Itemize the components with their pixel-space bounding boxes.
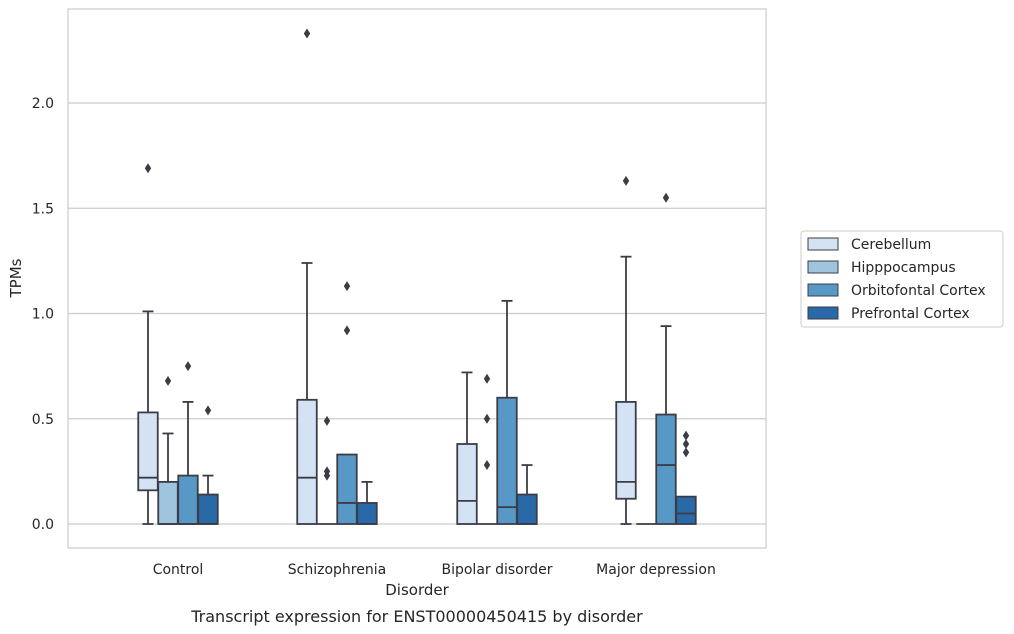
box — [356, 480, 378, 525]
chart-caption: Transcript expression for ENST0000045041… — [190, 607, 643, 626]
x-tick-labels: Control Schizophrenia Bipolar disorder Majo… — [153, 562, 716, 578]
box-body — [157, 480, 179, 525]
boxes-layer — [137, 28, 697, 525]
box-body — [655, 413, 677, 525]
box — [157, 375, 179, 525]
box — [336, 281, 358, 525]
outlier-point — [662, 192, 670, 203]
legend-frame — [800, 230, 1004, 328]
box — [456, 371, 478, 525]
outlier-point — [622, 175, 630, 186]
x-tick-label: Control — [153, 562, 204, 578]
box-body — [356, 502, 378, 525]
outlier-point — [682, 447, 690, 458]
box-body — [177, 474, 199, 525]
outlier-point — [164, 375, 172, 386]
legend-swatch — [807, 306, 839, 320]
box — [675, 430, 697, 525]
x-tick-label: Schizophrenia — [288, 562, 386, 578]
y-tick-labels: 0.0 0.5 1.0 1.5 2.0 — [32, 96, 54, 533]
outlier-point — [343, 281, 351, 292]
box — [317, 415, 337, 525]
outlier-point — [483, 413, 491, 424]
box-body — [197, 493, 219, 525]
outlier-point — [144, 163, 152, 174]
outlier-point — [682, 430, 690, 441]
box — [655, 192, 677, 525]
y-tick-label: 1.0 — [32, 307, 54, 323]
y-tick-label: 2.0 — [32, 96, 54, 112]
outlier-point — [483, 373, 491, 384]
box — [197, 405, 219, 525]
box-body — [336, 453, 358, 525]
legend-label: Cerebellum — [851, 237, 931, 253]
outlier-point — [483, 460, 491, 471]
legend-swatch — [807, 237, 839, 251]
box-body — [615, 401, 637, 500]
box — [137, 163, 159, 525]
y-tick-label: 1.5 — [32, 201, 54, 217]
box — [296, 28, 318, 525]
box-body — [675, 495, 697, 525]
outlier-point — [303, 28, 311, 39]
outlier-point — [682, 439, 690, 450]
box-body — [456, 443, 478, 525]
box — [615, 175, 637, 525]
legend: Cerebellum Hipppocampus Orbitofontal Corte… — [800, 230, 1004, 328]
legend-swatch — [807, 283, 839, 297]
x-tick-label: Bipolar disorder — [441, 562, 552, 578]
x-tick-label: Major depression — [596, 562, 716, 578]
y-axis-label: TPMs — [7, 258, 25, 298]
box-body — [516, 493, 538, 525]
legend-label: Hipppocampus — [851, 260, 956, 276]
legend-label: Orbitofontal Cortex — [851, 283, 986, 299]
outlier-point — [323, 415, 331, 426]
outlier-point — [204, 405, 212, 416]
y-tick-label: 0.5 — [32, 412, 54, 428]
box-body — [296, 398, 318, 525]
box — [177, 361, 199, 525]
legend-label: Prefrontal Cortex — [851, 306, 970, 322]
outlier-point — [343, 325, 351, 336]
plot-frame — [67, 8, 767, 549]
box-body — [137, 411, 159, 492]
box-body — [496, 396, 518, 525]
box — [477, 373, 497, 525]
y-tick-label: 0.0 — [32, 517, 54, 533]
x-axis-label: Disorder — [385, 581, 449, 599]
outlier-point — [184, 361, 192, 372]
outlier-point — [323, 466, 331, 477]
box — [496, 299, 518, 525]
legend-swatch — [807, 260, 839, 274]
box — [516, 464, 538, 525]
